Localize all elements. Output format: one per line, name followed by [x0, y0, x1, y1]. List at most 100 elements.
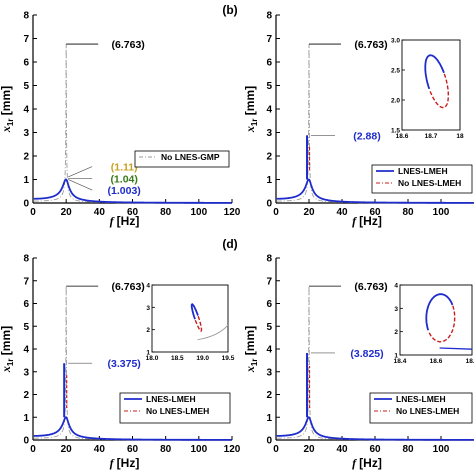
legend-box: [369, 392, 473, 424]
x-tick-label: 40: [336, 444, 348, 455]
y-tick-label: 2: [23, 390, 29, 401]
y-axis-label: x1r [mm]: [243, 326, 259, 373]
x-axis-label: f [Hz]: [352, 456, 382, 470]
inset-x-tick-label: 18.7: [425, 133, 438, 140]
y-axis-label: x1r [mm]: [243, 86, 259, 133]
x-tick-label: 120: [224, 207, 241, 218]
y-tick-label: 5: [266, 81, 272, 92]
inset-y-tick-label: 1.5: [391, 128, 400, 135]
y-tick-label: 1: [23, 413, 29, 424]
inset-x-tick-label: 18.0: [146, 355, 159, 362]
y-axis-subscript: 1r: [6, 119, 15, 127]
inset-stable-branch: [424, 54, 445, 90]
x-axis-label: f [Hz]: [110, 214, 140, 228]
x-axis-symbol: f: [110, 456, 117, 470]
y-tick-label: 6: [23, 58, 29, 69]
y-tick-label: 6: [266, 58, 272, 69]
x-axis-unit: [Hz]: [117, 456, 140, 470]
inset-y-tick-label: 2.0: [391, 98, 400, 105]
callout-label: (6.763): [112, 39, 145, 51]
y-tick-label: 2: [23, 152, 29, 163]
x-tick-label: 20: [61, 207, 73, 218]
y-tick-label: 8: [23, 11, 29, 22]
y-tick-label: 0: [266, 436, 272, 447]
y-tick-label: 1: [266, 413, 272, 424]
x-tick-label: 0: [273, 207, 279, 218]
y-tick-label: 8: [266, 254, 272, 265]
y-tick-label: 0: [23, 436, 29, 447]
series-curve-2: [276, 178, 474, 204]
x-axis-symbol: f: [352, 214, 359, 228]
inset-unstable-branch: [427, 305, 456, 343]
y-tick-label: 1: [266, 175, 272, 186]
inset-frame: [151, 284, 229, 353]
x-axis-label: f [Hz]: [110, 456, 140, 470]
x-tick-label: 80: [160, 207, 172, 218]
callout-label: (2.88): [353, 130, 380, 142]
y-axis-symbol: x: [243, 366, 257, 373]
y-tick-label: 0: [23, 199, 29, 210]
x-tick-label: 60: [369, 207, 381, 218]
y-tick-label: 4: [266, 105, 272, 116]
y-tick-label: 6: [23, 299, 29, 310]
panel-label-d: (d): [222, 237, 237, 251]
y-tick-label: 7: [23, 34, 29, 45]
inset-stable-branch: [425, 293, 454, 331]
inset-x-tick-label: 18.6: [396, 133, 409, 140]
y-tick-label: 7: [23, 276, 29, 287]
callout-label: (6.763): [354, 281, 387, 293]
inset-x-tick-label: 18.5: [171, 355, 184, 362]
callout-label: (6.763): [112, 281, 145, 293]
panel-label-b: (b): [222, 3, 237, 17]
inset-frame: [399, 284, 473, 356]
y-tick-label: 0: [266, 199, 272, 210]
inset-y-tick-label: 1: [146, 350, 150, 357]
inset-y-tick-label: 3.0: [391, 38, 400, 45]
series-curve-2: [33, 416, 232, 441]
callout-label: (1.11): [111, 162, 138, 174]
inset-stable-branch: [190, 303, 199, 320]
y-tick-label: 3: [23, 128, 29, 139]
y-axis-subscript: 1r: [250, 359, 259, 367]
y-axis-label: x1r [mm]: [0, 86, 15, 133]
y-axis-unit: [mm]: [243, 86, 257, 119]
inset-x-tick-label: 18.4: [394, 358, 407, 365]
x-tick-label: 100: [190, 444, 207, 455]
inset-x-tick-label: 18.8: [466, 358, 474, 365]
inset-y-tick-label: 1: [394, 353, 398, 360]
y-tick-label: 5: [266, 322, 272, 333]
y-tick-label: 4: [23, 105, 29, 116]
x-tick-label: 40: [94, 444, 106, 455]
inset-y-tick-label: 3: [394, 306, 398, 313]
x-tick-label: 100: [433, 444, 450, 455]
legend-box: [371, 164, 473, 194]
y-tick-label: 3: [23, 367, 29, 378]
y-axis-subscript: 1r: [6, 359, 15, 367]
y-axis-symbol: x: [0, 366, 13, 373]
inset-unstable-branch: [429, 73, 449, 109]
inset-lower-branch: [439, 347, 473, 350]
legend-box: [134, 150, 230, 168]
callout-label: (3.825): [350, 348, 383, 360]
callout-label: (3.375): [108, 358, 141, 370]
inset-y-tick-label: 2: [146, 327, 150, 334]
legend-label: LNES-LMEH: [396, 394, 446, 404]
y-axis-unit: [mm]: [0, 326, 13, 359]
x-axis-unit: [Hz]: [359, 456, 382, 470]
legend-label: No LNES-LMEH: [396, 406, 459, 416]
legend-label: LNES-LMEH: [146, 394, 196, 404]
y-tick-label: 2: [266, 152, 272, 163]
x-tick-label: 40: [94, 207, 106, 218]
y-tick-label: 5: [23, 322, 29, 333]
inset-y-tick-label: 2: [394, 329, 398, 336]
legend-label: No LNES-GMP: [161, 152, 220, 162]
inset-frame: [401, 39, 461, 131]
x-tick-label: 40: [336, 207, 348, 218]
callout-leader: [68, 179, 93, 191]
inset-unstable-branch: [194, 315, 203, 332]
x-tick-label: 100: [190, 207, 207, 218]
